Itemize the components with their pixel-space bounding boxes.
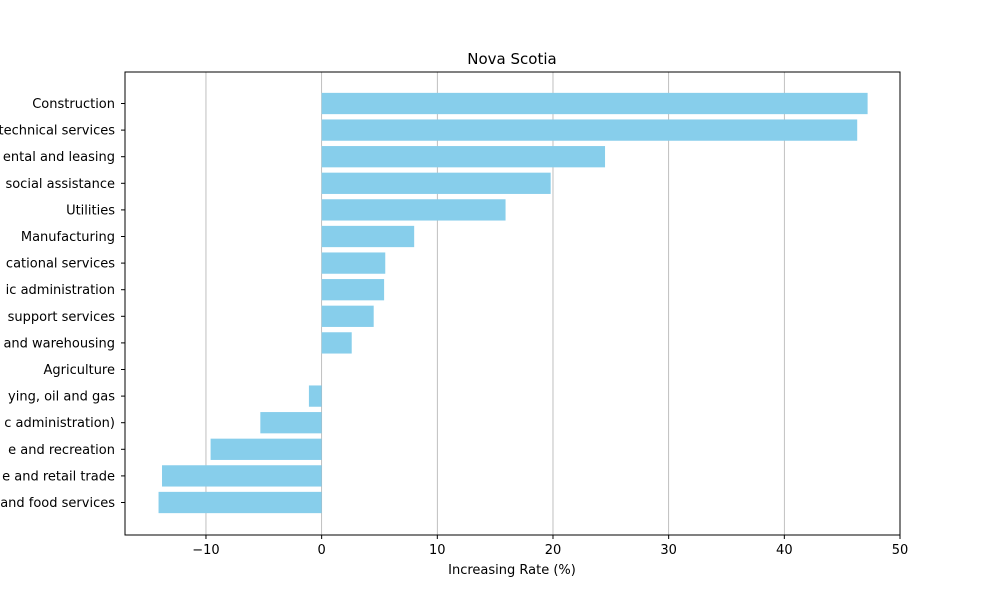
y-tick-label: c administration) xyxy=(4,416,115,431)
y-tick-label: e and retail trade xyxy=(2,469,115,484)
y-tick-label: social assistance xyxy=(5,177,115,192)
x-tick-label: 50 xyxy=(892,543,909,558)
y-tick-label: ying, oil and gas xyxy=(8,390,115,405)
bar xyxy=(321,172,551,194)
bar xyxy=(321,92,868,115)
bar xyxy=(321,279,385,301)
bar xyxy=(321,252,386,274)
bar xyxy=(158,491,322,514)
y-tick-label: cational services xyxy=(6,257,115,272)
x-axis-label: Increasing Rate (%) xyxy=(448,563,576,578)
y-tick-label: e and recreation xyxy=(8,443,115,458)
chart-title: Nova Scotia xyxy=(467,50,556,68)
y-tick-label: and warehousing xyxy=(3,336,115,351)
bar xyxy=(321,305,374,327)
x-tick-label: 30 xyxy=(660,543,677,558)
y-tick-label: Construction xyxy=(32,97,115,112)
y-tick-label: ic administration xyxy=(6,283,115,298)
bar xyxy=(210,438,322,460)
y-tick-label: and food services xyxy=(0,496,115,511)
bar xyxy=(321,119,858,141)
y-tick-label: Utilities xyxy=(66,203,115,218)
y-tick-label: ental and leasing xyxy=(3,150,115,165)
x-tick-label: 0 xyxy=(318,543,326,558)
y-tick-labels: Construction technical services ental and … xyxy=(0,97,115,511)
x-tick-label: 10 xyxy=(429,543,446,558)
bar xyxy=(321,199,506,221)
bar xyxy=(321,146,606,168)
y-tick-label: support services xyxy=(8,310,116,325)
x-tick-label: −10 xyxy=(192,543,219,558)
bar xyxy=(321,225,415,248)
x-tick-label: 20 xyxy=(545,543,562,558)
bar xyxy=(308,385,322,407)
axes xyxy=(121,71,901,539)
bars xyxy=(158,92,868,514)
x-tick-label: 40 xyxy=(776,543,793,558)
bar xyxy=(162,465,322,487)
y-tick-label: technical services xyxy=(0,124,115,139)
y-tick-label: Manufacturing xyxy=(21,230,115,245)
plot-frame xyxy=(124,71,901,536)
x-tick-labels: −10 0 10 20 30 40 50 xyxy=(192,543,908,558)
bar xyxy=(321,332,352,354)
bar xyxy=(260,412,322,434)
y-tick-label: Agriculture xyxy=(44,363,116,378)
